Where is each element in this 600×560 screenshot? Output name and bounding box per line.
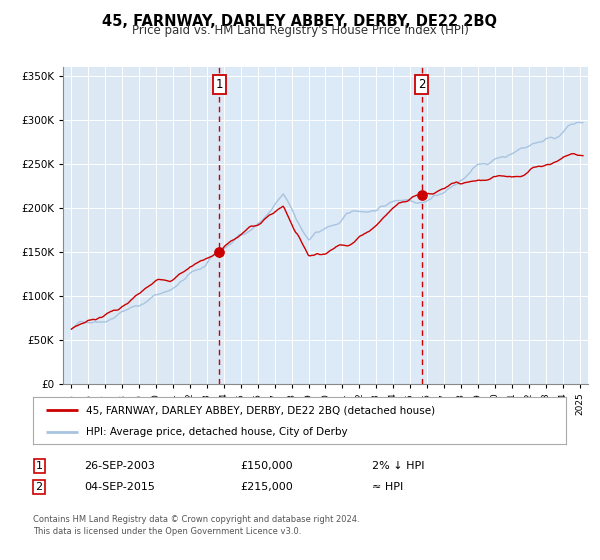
Text: 2% ↓ HPI: 2% ↓ HPI	[372, 461, 425, 471]
Point	[417, 190, 427, 199]
Text: 45, FARNWAY, DARLEY ABBEY, DERBY, DE22 2BQ (detached house): 45, FARNWAY, DARLEY ABBEY, DERBY, DE22 2…	[86, 405, 436, 415]
Text: ≈ HPI: ≈ HPI	[372, 482, 403, 492]
Text: Contains HM Land Registry data © Crown copyright and database right 2024.: Contains HM Land Registry data © Crown c…	[33, 515, 359, 524]
Text: £215,000: £215,000	[240, 482, 293, 492]
Text: 1: 1	[35, 461, 43, 471]
Bar	[220, 67, 422, 384]
Text: HPI: Average price, detached house, City of Derby: HPI: Average price, detached house, City…	[86, 427, 348, 437]
Text: 45, FARNWAY, DARLEY ABBEY, DERBY, DE22 2BQ: 45, FARNWAY, DARLEY ABBEY, DERBY, DE22 2…	[103, 14, 497, 29]
Text: Price paid vs. HM Land Registry's House Price Index (HPI): Price paid vs. HM Land Registry's House …	[131, 24, 469, 37]
Text: 04-SEP-2015: 04-SEP-2015	[84, 482, 155, 492]
Text: This data is licensed under the Open Government Licence v3.0.: This data is licensed under the Open Gov…	[33, 528, 301, 536]
Text: 2: 2	[35, 482, 43, 492]
Text: 1: 1	[216, 78, 223, 91]
Text: £150,000: £150,000	[240, 461, 293, 471]
Text: 26-SEP-2003: 26-SEP-2003	[84, 461, 155, 471]
Point	[215, 248, 224, 256]
Text: 2: 2	[418, 78, 425, 91]
